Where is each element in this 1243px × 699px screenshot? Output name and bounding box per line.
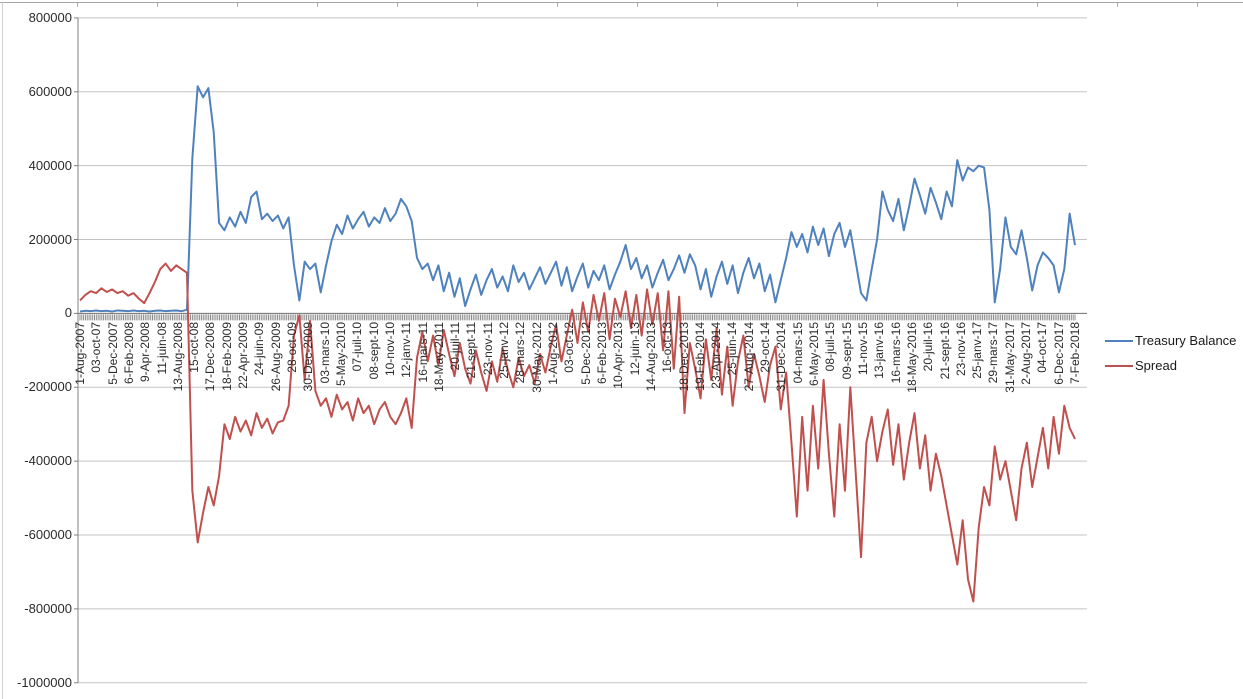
x-axis-label: 6-Feb-2013	[594, 322, 609, 385]
spreadsheet-left-edge	[2, 2, 3, 699]
x-axis-label: 21-sept-16	[937, 322, 952, 380]
x-axis-label: 21-sept-11	[464, 322, 479, 379]
x-axis-label: 31-Dec-2014	[774, 322, 789, 392]
x-axis-label: 1-Aug-2012	[546, 322, 561, 385]
spreadsheet-top-edge	[0, 2, 1243, 8]
x-axis-label: 22-Apr-2009	[236, 322, 251, 389]
x-axis-label: 23-Apr-2014	[709, 322, 724, 389]
x-axis-label: 18-Feb-2009	[219, 322, 234, 391]
y-axis-label: -1000000	[17, 674, 72, 690]
y-axis-label: -400000	[24, 453, 72, 469]
treasury-balance-line-swatch	[1105, 339, 1133, 342]
x-axis-label: 26-Aug-2009	[268, 322, 283, 392]
x-axis-label: 14-Aug-2013	[643, 322, 658, 392]
x-axis-label: 10-Apr-2013	[611, 322, 626, 389]
x-axis-label: 12-juin-13	[627, 322, 642, 376]
legend-entry-treasury-balance[interactable]: Treasury Balance	[1105, 328, 1243, 353]
x-axis-label: 5-May-2010	[333, 322, 348, 387]
x-axis-label: 18-Dec-2013	[676, 322, 691, 392]
x-axis-label: 08-juil-15	[823, 322, 838, 372]
x-axis-label: 25-janv-12	[497, 322, 512, 379]
x-axis-label: 07-juil-10	[350, 322, 365, 372]
series-line-spread[interactable]	[79, 262, 1076, 603]
x-axis-label: 16-mars-11	[415, 322, 430, 383]
x-axis-label: 09-sept-15	[839, 322, 854, 380]
y-axis-label: 400000	[28, 157, 72, 173]
x-axis-label: 10-nov-10	[382, 322, 397, 377]
x-axis-label: 19-Feb-2014	[692, 322, 707, 391]
y-axis-label: 800000	[28, 9, 72, 25]
x-axis-label: 18-May-2016	[904, 322, 919, 393]
x-axis-label: 5-Dec-2007	[105, 322, 120, 385]
x-axis-label: 20-juil-16	[921, 322, 936, 372]
x-axis-label: 28-mars-12	[513, 322, 528, 384]
chart-legend[interactable]: Treasury Balance Spread	[1105, 328, 1243, 378]
x-axis-label: 6-Feb-2008	[121, 322, 136, 385]
legend-entry-spread[interactable]: Spread	[1105, 353, 1243, 378]
x-axis-label: 16-oct-13	[660, 322, 675, 373]
legend-label-treasury-balance: Treasury Balance	[1135, 333, 1237, 348]
x-axis-label: 27-Aug-2014	[741, 322, 756, 392]
series-line-treasury-balance[interactable]	[79, 85, 1076, 313]
x-axis-label: 11-juin-08	[154, 322, 169, 375]
x-axis-label: 30-Dec-2009	[301, 322, 316, 392]
x-axis-label: 13-Aug-2008	[170, 322, 185, 392]
x-axis-label: 04-oct-17	[1035, 322, 1050, 373]
x-axis-label: 31-May-2017	[1002, 322, 1017, 393]
x-axis-label: 12-janv-11	[399, 322, 414, 378]
x-axis-label: 30-May-2012	[529, 322, 544, 393]
x-axis-label: 03-mars-10	[317, 322, 332, 384]
x-axis-label: 15-oct-08	[187, 322, 202, 373]
x-axis-label: 2-Aug-2017	[1019, 322, 1034, 385]
x-axis-label: 04-mars-15	[790, 322, 805, 384]
x-axis-label: 28-oct-09	[285, 322, 300, 373]
y-axis-label: 600000	[28, 83, 72, 99]
x-axis-label: 29-mars-17	[986, 322, 1001, 384]
x-axis-label: 23-nov-11	[480, 322, 495, 376]
x-axis-label: 08-sept-10	[366, 322, 381, 380]
x-axis-label: 7-Feb-2018	[1068, 322, 1082, 385]
x-axis-label: 03-oct-07	[89, 322, 104, 373]
x-axis-label: 5-Dec-2012	[578, 322, 593, 385]
y-axis-label: 200000	[28, 231, 72, 247]
x-axis-label: 23-nov-16	[953, 322, 968, 377]
x-axis-category-ticks	[79, 314, 1076, 321]
x-axis-label: 24-juin-09	[252, 322, 267, 376]
y-axis-label: -800000	[24, 600, 72, 616]
x-axis-label: 29-oct-14	[758, 322, 773, 373]
x-axis-label: 03-oct-12	[562, 322, 577, 373]
x-axis-label: 13-janv-16	[872, 322, 887, 379]
x-axis-label: 25-juin-14	[725, 322, 740, 376]
x-axis-label: 11-nov-15	[855, 322, 870, 376]
x-axis-label: 18-May-2011	[431, 322, 446, 392]
x-axis-label: 20-juil-11	[448, 322, 463, 371]
spread-line-swatch	[1105, 364, 1133, 367]
x-axis-label: 16-mars-16	[888, 322, 903, 384]
legend-label-spread: Spread	[1135, 358, 1177, 373]
x-axis-label: 9-Apr-2008	[138, 322, 153, 383]
x-axis-label: 25-janv-17	[970, 322, 985, 379]
y-axis-label: 0	[64, 305, 72, 321]
x-axis-label: 6-May-2015	[807, 322, 822, 387]
y-axis-label: -200000	[24, 379, 72, 395]
x-axis-label: 1-Aug-2007	[73, 322, 87, 385]
x-axis-label: 6-Dec-2017	[1051, 322, 1066, 385]
x-axis-label: 17-Dec-2008	[203, 322, 218, 392]
y-axis-label: -600000	[24, 527, 72, 542]
